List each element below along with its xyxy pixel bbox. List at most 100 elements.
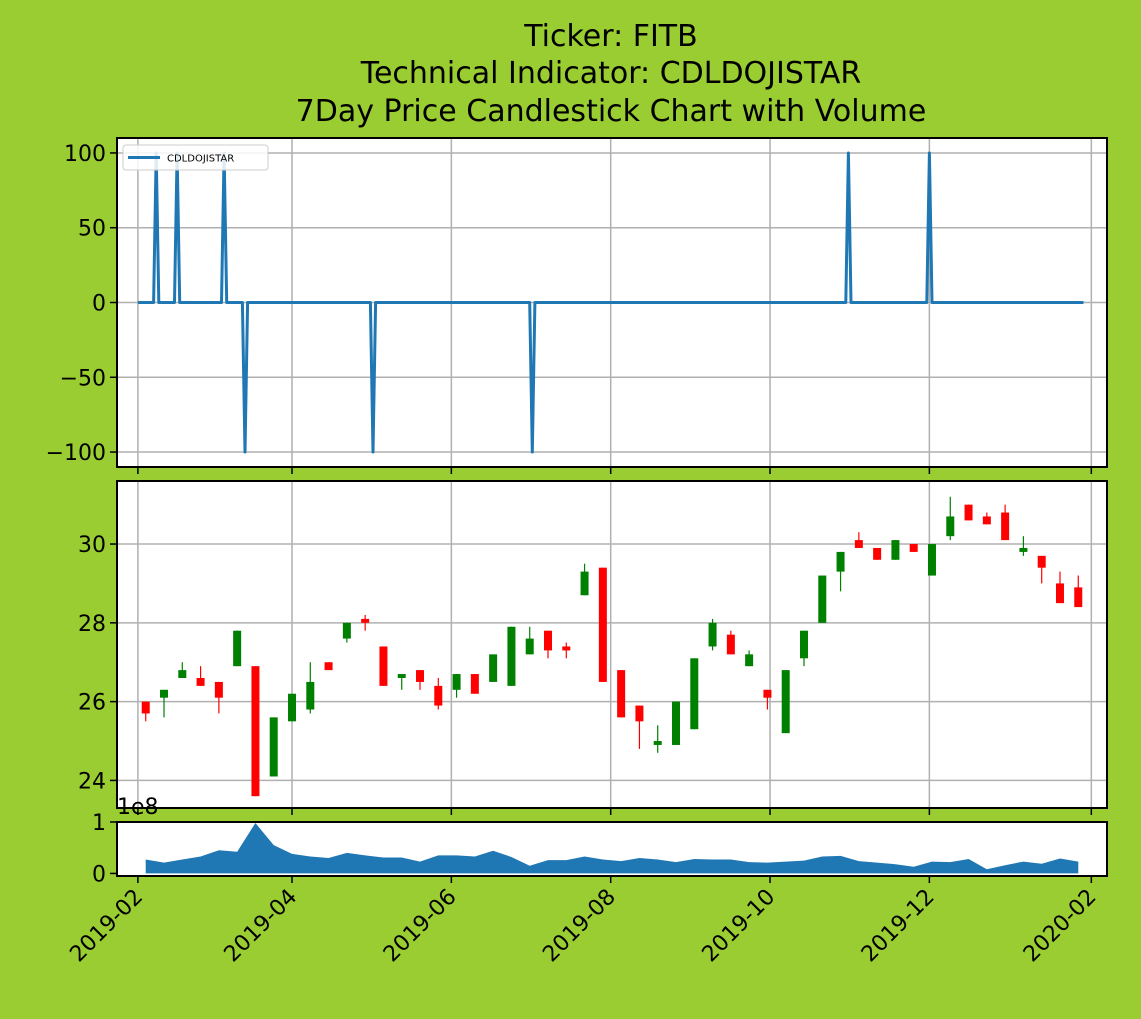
- candle-9: [306, 662, 315, 714]
- candle-body: [269, 717, 278, 777]
- indicator-ytick-label-1: 50: [78, 217, 106, 242]
- candle-1: [160, 689, 169, 718]
- candle-46: [982, 512, 991, 525]
- candle-body: [324, 662, 333, 671]
- price-plot-area: [117, 481, 1107, 808]
- candle-30: [690, 658, 699, 730]
- candle-body: [214, 681, 223, 698]
- candle-42: [909, 544, 918, 552]
- candle-body: [781, 670, 790, 734]
- title-line-1: Ticker: FITB: [523, 19, 697, 54]
- candle-body: [416, 670, 425, 682]
- candle-20: [507, 626, 516, 686]
- candle-body: [745, 654, 754, 667]
- indicator-panel: 100 50 0 −50 −100 CDLDOJISTAR: [46, 137, 1108, 474]
- candle-body: [671, 701, 680, 745]
- candle-body: [690, 658, 699, 730]
- candle-36: [799, 630, 808, 667]
- candle-body: [854, 540, 863, 548]
- candle-5: [233, 630, 242, 667]
- price-ytick-label-2: 28: [78, 612, 106, 637]
- candle-body: [708, 622, 717, 647]
- candle-body: [288, 693, 297, 722]
- candle-body: [763, 689, 772, 698]
- candle-body: [726, 634, 735, 655]
- candle-31: [708, 618, 717, 651]
- indicator-y-axis: 100 50 0 −50 −100: [46, 142, 117, 466]
- indicator-series: [137, 151, 1084, 454]
- candle-body: [544, 630, 553, 651]
- candle-body: [598, 567, 607, 682]
- indicator-frame: [116, 137, 1108, 468]
- candle-26: [617, 670, 626, 718]
- candle-body: [1037, 555, 1046, 568]
- price-gridlines: [117, 481, 1107, 808]
- volume-series: [145, 823, 1079, 874]
- candle-44: [946, 496, 955, 541]
- legend: CDLDOJISTAR: [122, 144, 269, 171]
- candle-body: [141, 701, 150, 714]
- candle-28: [653, 725, 662, 753]
- candle-body: [964, 504, 973, 521]
- candle-39: [854, 532, 863, 548]
- candle-body: [580, 571, 589, 596]
- legend-label: CDLDOJISTAR: [167, 154, 234, 165]
- candle-body: [562, 646, 571, 651]
- candle-21: [525, 626, 534, 655]
- candle-16: [434, 677, 443, 710]
- candle-15: [416, 670, 425, 690]
- candle-body: [799, 630, 808, 659]
- indicator-x-ticks: [137, 467, 1093, 474]
- candle-body: [507, 626, 516, 686]
- candle-11: [342, 622, 351, 643]
- candle-body: [836, 551, 845, 572]
- candle-51: [1074, 575, 1083, 608]
- candle-4: [214, 681, 223, 714]
- candle-body: [361, 618, 370, 623]
- candle-40: [873, 547, 882, 560]
- candle-18: [470, 674, 479, 694]
- candle-45: [964, 504, 973, 521]
- candle-body: [1074, 587, 1083, 608]
- candle-body: [397, 674, 406, 678]
- candle-34: [763, 689, 772, 710]
- price-panel: 24 26 28 30: [78, 480, 1108, 815]
- candle-12: [361, 614, 370, 631]
- candle-33: [745, 650, 754, 667]
- candle-6: [251, 666, 260, 797]
- candle-body: [178, 670, 187, 678]
- candle-49: [1037, 555, 1046, 584]
- candle-body: [1055, 583, 1064, 604]
- candle-14: [397, 674, 406, 690]
- candle-body: [379, 646, 388, 686]
- volume-ytick-label-0: 0: [92, 862, 106, 887]
- volume-frame: [116, 821, 1108, 877]
- candle-body: [489, 654, 498, 682]
- candle-body: [946, 516, 955, 537]
- candle-29: [671, 701, 680, 745]
- candle-13: [379, 646, 388, 686]
- candle-body: [342, 622, 351, 639]
- candle-body: [873, 547, 882, 560]
- price-ytick-label-0: 24: [78, 769, 106, 794]
- candle-body: [635, 705, 644, 722]
- indicator-ytick-label-3: −50: [60, 366, 106, 391]
- indicator-ytick-label-2: 0: [92, 292, 106, 317]
- candle-19: [489, 654, 498, 682]
- volume-area: [145, 823, 1079, 874]
- candle-body: [251, 666, 260, 797]
- candle-body: [306, 681, 315, 710]
- volume-y-axis: 01: [92, 811, 117, 887]
- candle-body: [434, 685, 443, 706]
- candle-body: [160, 689, 169, 698]
- candle-23: [562, 642, 571, 659]
- candle-22: [544, 630, 553, 659]
- candle-body: [818, 575, 827, 623]
- price-ytick-label-1: 26: [78, 691, 106, 716]
- indicator-ytick-label-4: −100: [46, 441, 106, 466]
- volume-scale-label: 1e8: [117, 795, 159, 820]
- candle-43: [927, 544, 936, 576]
- candle-2: [178, 662, 187, 678]
- candle-body: [452, 674, 461, 690]
